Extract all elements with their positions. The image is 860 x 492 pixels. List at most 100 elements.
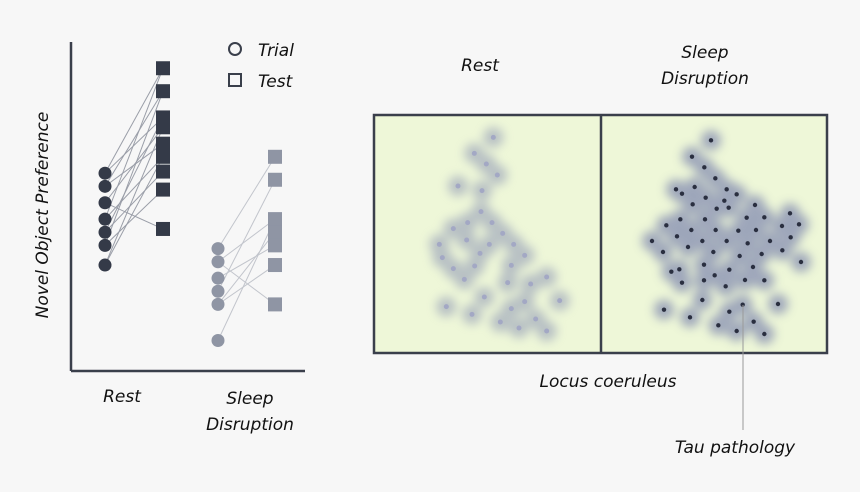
rest-panel-dots (429, 127, 570, 341)
trial-point (98, 179, 112, 193)
neuron-dot (557, 298, 563, 304)
neuron-dot (490, 134, 496, 140)
tau-dot (708, 138, 714, 143)
tau-dot (767, 238, 773, 244)
trial-point (211, 297, 225, 311)
legend-trial: Trial (258, 41, 294, 61)
pair-line (217, 179, 276, 292)
pair-line (104, 171, 164, 233)
tau-dot (689, 154, 695, 159)
neuron-dot (489, 220, 495, 226)
tau-dot (714, 206, 719, 211)
tau-dot (724, 187, 729, 192)
region-label: Locus coeruleus (539, 372, 676, 392)
neuron-dot (511, 241, 517, 247)
neuron-dot (516, 325, 522, 331)
test-point (268, 149, 282, 164)
tau-dot (702, 165, 707, 170)
trial-point (211, 271, 225, 285)
test-point (156, 164, 170, 179)
tau-dot (788, 235, 793, 240)
test-point (156, 120, 170, 135)
tau-dot (798, 259, 804, 265)
pair-line (217, 264, 276, 305)
neuron-dot (522, 252, 528, 258)
test-point (156, 149, 170, 164)
tau-dot (722, 198, 727, 203)
tau-dot (700, 238, 705, 244)
neuron-dot (477, 250, 483, 256)
trial-point (98, 196, 112, 210)
tau-dot (736, 228, 741, 233)
tau-dot (701, 262, 707, 267)
neuron-dot (481, 294, 487, 300)
tau-dot (751, 319, 756, 324)
pair-lines (104, 67, 276, 341)
panel-label-sleep-line2: Disruption (661, 69, 749, 89)
pair-line (104, 91, 164, 246)
test-point (268, 212, 282, 227)
neuron-dot (486, 241, 492, 247)
tau-dot (734, 328, 739, 334)
neuron-dot (465, 220, 471, 226)
tau-dot (673, 187, 679, 192)
test-point (156, 136, 170, 151)
pair-line (104, 117, 164, 233)
neuron-dot (472, 263, 478, 269)
pair-line (104, 202, 164, 230)
neuron-dot (450, 226, 456, 232)
neuron-dot (508, 306, 514, 312)
neuron-dot (494, 172, 500, 178)
neuron-dot (455, 183, 461, 189)
tau-dot (702, 217, 708, 222)
neuron-dot (522, 299, 528, 305)
test-point (268, 172, 282, 187)
tau-dot (711, 249, 716, 255)
test-point (156, 61, 170, 76)
tau-dot (753, 227, 759, 233)
neuron-dot (505, 280, 511, 286)
tau-dot (713, 176, 718, 181)
neuron-dot (439, 255, 445, 261)
tau-dot (762, 331, 767, 337)
pair-line (104, 126, 164, 204)
tau-dot (762, 215, 767, 220)
x-tick-rest: Rest (103, 387, 142, 407)
tau-dot (759, 251, 764, 257)
tau-dot (700, 297, 705, 303)
neuron-dot (471, 150, 477, 156)
tau-dot (664, 223, 669, 228)
neuron-dot (436, 241, 442, 247)
tau-dot (685, 244, 691, 250)
legend-circle-icon (228, 42, 242, 56)
legend-square-icon (228, 73, 242, 87)
pair-line (104, 156, 164, 266)
tau-dot (737, 253, 742, 259)
tau-dot (678, 217, 683, 222)
tau-dot (674, 234, 680, 239)
tau-dot (762, 278, 767, 283)
pair-line (104, 90, 164, 187)
tau-dot (724, 238, 729, 244)
neuron-dot (483, 161, 489, 167)
neuron-dot (464, 237, 470, 243)
neuron-dot (533, 316, 539, 322)
test-point (156, 221, 170, 236)
tau-dot (661, 307, 667, 312)
neuron-dot (497, 319, 503, 325)
tau-dot (660, 249, 666, 255)
tau-dot (796, 222, 802, 227)
tau-dot (679, 280, 685, 285)
pair-line (217, 218, 276, 263)
trial-point (98, 238, 112, 252)
trial-point (98, 212, 112, 226)
pair-line (104, 117, 164, 174)
test-point (268, 258, 282, 273)
tau-dot (713, 227, 718, 233)
tau-dot (690, 202, 695, 207)
trial-point (211, 255, 225, 269)
tau-dot (716, 323, 721, 328)
tau-dot (745, 241, 750, 246)
data-marks (98, 61, 282, 347)
pair-line (104, 67, 164, 174)
